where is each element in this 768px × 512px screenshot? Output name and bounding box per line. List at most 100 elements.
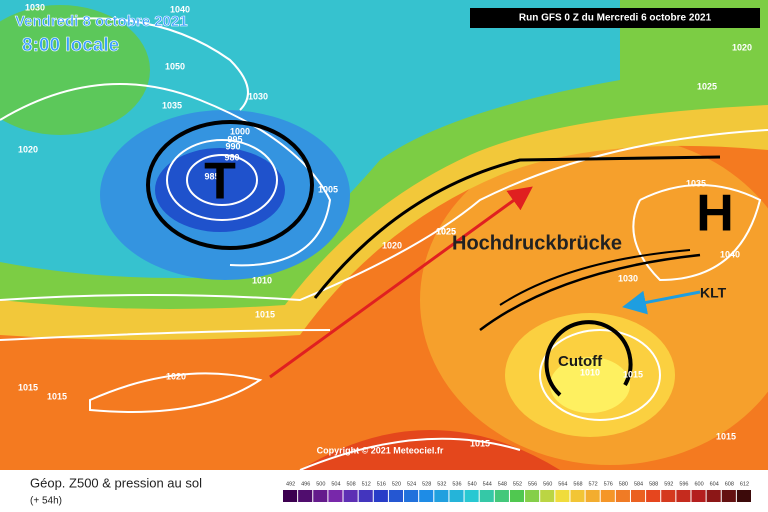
isobar-label: 1025 <box>436 226 456 236</box>
high-label: H <box>696 185 734 243</box>
valid-date: Vendredi 8 octobre 2021 <box>15 13 188 30</box>
isobar-label: 1015 <box>623 369 643 379</box>
geopotential-field <box>0 0 768 470</box>
colorbar-cell <box>525 490 540 502</box>
colorbar-cell <box>600 490 615 502</box>
colorbar-cell <box>630 490 646 502</box>
colorbar-cell <box>464 490 479 502</box>
colorbar-cell <box>509 490 525 502</box>
colorbar-label: 576 <box>604 481 613 487</box>
isobar-label: 1050 <box>165 61 185 71</box>
colorbar-label: 608 <box>725 481 734 487</box>
isobar-label: 1040 <box>170 4 190 14</box>
colorbar-cell <box>313 490 328 502</box>
colorbar-cell <box>721 490 736 502</box>
colorbar-cell <box>736 490 751 502</box>
colorbar-cell <box>494 490 509 502</box>
footer-title: Géop. Z500 & pression au sol <box>30 475 202 490</box>
copyright: Copyright © 2021 Meteociel.fr <box>317 445 444 455</box>
isobar-label: 1010 <box>252 275 272 285</box>
footer-lead: (+ 54h) <box>30 496 62 507</box>
colorbar-label: 584 <box>634 481 643 487</box>
isobar-label: 1020 <box>166 371 186 381</box>
colorbar-label: 592 <box>664 481 673 487</box>
colorbar-label: 552 <box>513 481 522 487</box>
isobar-label: 1020 <box>732 42 752 52</box>
colorbar-label: 536 <box>452 481 461 487</box>
isobar-label: 1015 <box>255 309 275 319</box>
isobar-label: 990 <box>225 141 240 151</box>
isobar-label: 1020 <box>382 240 402 250</box>
low-label: T <box>204 153 236 211</box>
colorbar-label: 492 <box>286 481 295 487</box>
colorbar-label: 596 <box>679 481 688 487</box>
isobar-label: 980 <box>224 152 239 162</box>
colorbar-cell <box>570 490 585 502</box>
colorbar-cell <box>585 490 600 502</box>
colorbar-label: 588 <box>649 481 658 487</box>
colorbar-cell <box>404 490 419 502</box>
isobar-label: 1015 <box>47 391 67 401</box>
colorbar-cell <box>646 490 661 502</box>
isobar-label: 985 <box>204 171 219 181</box>
isobar-label: 1035 <box>162 100 182 110</box>
colorbar-label: 600 <box>694 481 703 487</box>
colorbar-label: 568 <box>573 481 582 487</box>
colorbar-cell <box>706 490 721 502</box>
colorbar-cell <box>479 490 494 502</box>
isobar-label: 1025 <box>697 81 717 91</box>
colorbar-label: 572 <box>589 481 598 487</box>
isobar-label: 995 <box>227 134 242 144</box>
colorbar-cell <box>358 490 373 502</box>
colorbar-label: 556 <box>528 481 537 487</box>
run-banner <box>470 8 760 28</box>
isobar-label: 1000 <box>230 126 250 136</box>
colorbar-cell <box>328 490 343 502</box>
isobar-label: 1020 <box>18 144 38 154</box>
isobar-label: 1025 <box>436 226 456 236</box>
colorbar-label: 580 <box>619 481 628 487</box>
isobar-label: 1040 <box>720 249 740 259</box>
colorbar-label: 612 <box>740 481 749 487</box>
colorbar-cell <box>388 490 404 502</box>
colorbar-cell <box>555 490 570 502</box>
colorbar-label: 500 <box>316 481 325 487</box>
colorbar-cell <box>343 490 358 502</box>
colorbar-cell <box>373 490 388 502</box>
cutoff-label: Cutoff <box>558 353 603 370</box>
isobar-label: 1005 <box>318 184 338 194</box>
isobar-label: 1030 <box>618 273 638 283</box>
colorbar-label: 524 <box>407 481 416 487</box>
colorbar-cell <box>419 490 434 502</box>
isobar-label: 1035 <box>686 178 706 188</box>
ridge-label: Hochdruckbrücke <box>452 232 622 254</box>
isobar-label: 1010 <box>580 367 600 377</box>
colorbar-label: 540 <box>468 481 477 487</box>
colorbar-label: 544 <box>483 481 492 487</box>
colorbar-cell <box>283 490 298 502</box>
colorbar-cell <box>298 490 313 502</box>
colorbar-label: 520 <box>392 481 401 487</box>
analysis-lines <box>146 120 721 397</box>
valid-time: 8:00 locale <box>22 35 119 56</box>
colorbar-label: 528 <box>422 481 431 487</box>
isobar-label: 1015 <box>716 431 736 441</box>
colorbar-label: 548 <box>498 481 507 487</box>
colorbar-label: 504 <box>331 481 340 487</box>
isobar-label: 1015 <box>470 438 490 448</box>
ridge-arrow <box>269 186 533 379</box>
isobar-label: 1015 <box>18 382 38 392</box>
colorbar-label: 516 <box>377 481 386 487</box>
klt-label: KLT <box>700 285 727 301</box>
klt-arrow <box>622 290 701 315</box>
colorbar-cell <box>540 490 555 502</box>
colorbar-cell <box>691 490 706 502</box>
colorbar-cell <box>676 490 691 502</box>
colorbar-label: 564 <box>558 481 567 487</box>
colorbar-label: 496 <box>301 481 310 487</box>
colorbar: 492 496 500 504 508 512 516 520 524 528 532 536 540 5… <box>283 481 751 502</box>
colorbar-cell <box>661 490 676 502</box>
isobar-label: 1030 <box>248 91 268 101</box>
